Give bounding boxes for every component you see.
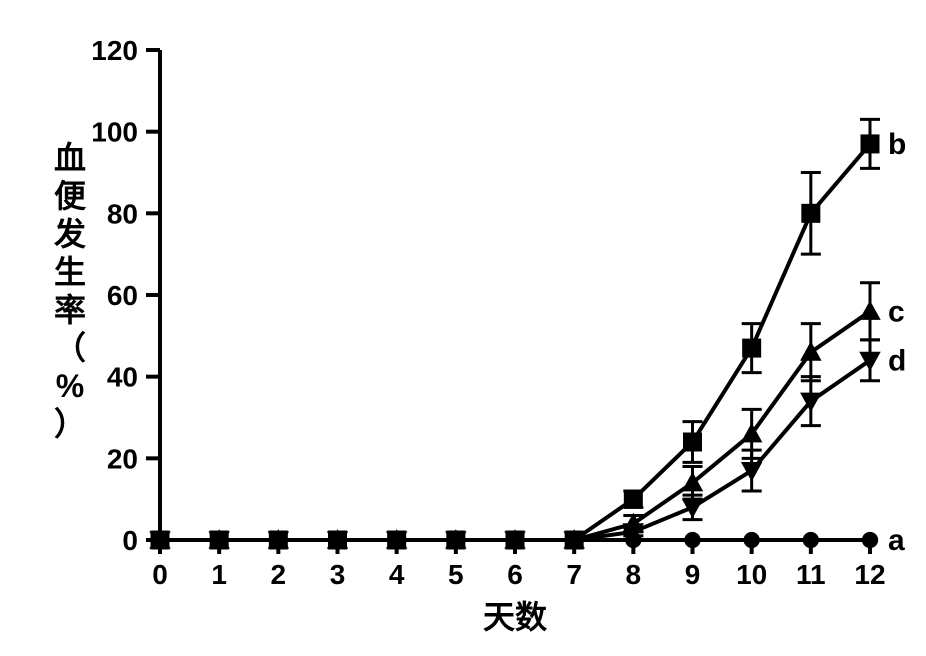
y-tick-label: 60	[107, 280, 138, 311]
y-tick-label: 100	[91, 117, 138, 148]
x-tick-label: 1	[211, 559, 227, 590]
y-tick-label: 0	[122, 525, 138, 556]
series-b: b	[151, 119, 906, 549]
x-tick-label: 5	[448, 559, 464, 590]
series-label-a: a	[888, 524, 905, 557]
y-axis-title: 血便发生率（%）	[54, 140, 87, 442]
chart-container: 0204060801001200123456789101112血便发生率（%）天…	[20, 20, 926, 636]
x-tick-label: 10	[736, 559, 767, 590]
series-label-d: d	[888, 344, 906, 377]
series-c: c	[150, 283, 905, 548]
x-tick-label: 0	[152, 559, 168, 590]
line-chart: 0204060801001200123456789101112血便发生率（%）天…	[20, 20, 926, 636]
y-tick-label: 80	[107, 198, 138, 229]
x-tick-label: 6	[507, 559, 523, 590]
x-tick-label: 3	[330, 559, 346, 590]
x-tick-label: 2	[271, 559, 287, 590]
y-tick-label: 120	[91, 35, 138, 66]
x-tick-label: 8	[626, 559, 642, 590]
x-tick-label: 9	[685, 559, 701, 590]
x-tick-label: 12	[854, 559, 885, 590]
series-d: d	[150, 340, 906, 550]
x-tick-label: 11	[796, 559, 826, 590]
x-tick-label: 4	[389, 559, 405, 590]
series-label-c: c	[888, 295, 905, 328]
y-tick-label: 20	[107, 443, 138, 474]
series-label-b: b	[888, 128, 906, 161]
y-tick-label: 40	[107, 362, 138, 393]
x-tick-label: 7	[566, 559, 582, 590]
x-axis-title: 天数	[483, 599, 548, 635]
